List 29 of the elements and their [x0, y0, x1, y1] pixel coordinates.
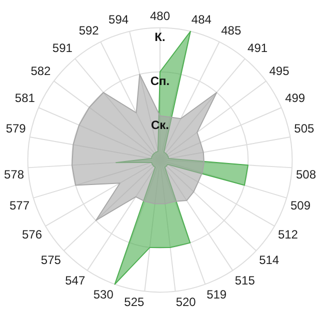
spoke-label: 485 [221, 23, 242, 38]
spoke-label: 509 [290, 198, 311, 213]
spoke-label: 495 [269, 64, 290, 78]
spoke-label: 547 [65, 273, 86, 288]
spoke-label: 530 [93, 288, 114, 302]
spoke-label: 525 [124, 294, 145, 309]
spoke-label: 581 [14, 91, 36, 106]
spoke-label: 577 [9, 198, 30, 213]
spoke-label: 480 [150, 8, 170, 23]
y-tick-label: Ск. [150, 118, 170, 132]
spoke-label: 514 [259, 252, 280, 267]
spoke-label: 594 [108, 12, 129, 27]
spoke-label: 520 [176, 294, 196, 309]
spoke-label: 575 [40, 252, 62, 267]
spoke-label: 582 [30, 64, 52, 78]
spoke-label: 508 [296, 167, 316, 182]
spoke-label: 519 [206, 288, 227, 302]
spoke-label: 484 [191, 12, 212, 27]
spoke-label: 499 [285, 91, 306, 106]
spoke-label: 576 [22, 228, 42, 242]
spoke-label: 579 [6, 121, 26, 136]
spoke-label: 515 [234, 273, 256, 288]
spoke-label: 591 [52, 40, 73, 55]
spoke-label: 578 [4, 167, 24, 182]
spoke-label: 505 [294, 121, 314, 136]
spoke-label: 592 [78, 23, 100, 38]
spoke-label: 491 [248, 40, 268, 55]
y-tick-label: К. [154, 30, 166, 44]
spoke-label: 512 [278, 228, 298, 242]
